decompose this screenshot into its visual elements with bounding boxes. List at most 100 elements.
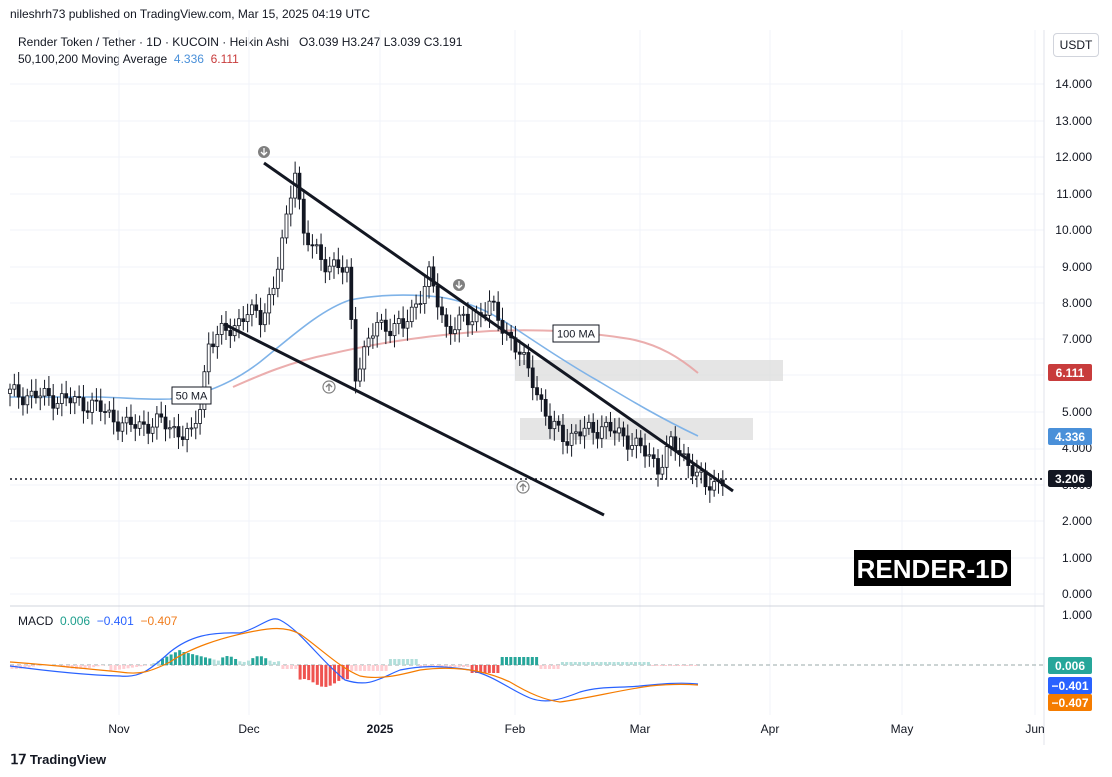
macd-bar [629, 662, 633, 665]
marker-down-2 [453, 279, 465, 291]
macd-bar [337, 665, 341, 681]
candle-body [193, 423, 198, 429]
candle-body [64, 393, 69, 399]
macd-bar [694, 665, 698, 666]
candle-body [262, 312, 267, 326]
macd-bar [143, 665, 147, 666]
macd-bar [552, 665, 556, 669]
candle-body [370, 335, 375, 339]
x-tick: May [891, 722, 914, 736]
macd-bar [449, 665, 453, 667]
candle-body [435, 285, 440, 308]
price-axis: 14.000 13.000 12.000 11.000 10.000 9.000… [1055, 77, 1092, 622]
candle-body [275, 268, 280, 289]
macd-bar [122, 665, 126, 669]
x-tick: Apr [761, 722, 780, 736]
macd-bar [530, 657, 534, 665]
candle-body [280, 237, 285, 270]
macd-bar [397, 659, 401, 665]
candle-body [154, 413, 159, 428]
candle-body [569, 432, 574, 446]
candle-body [457, 314, 462, 331]
macd-bar [457, 665, 461, 667]
candle-body [405, 321, 410, 329]
macd-histogram [10, 650, 698, 687]
macd-bar [621, 662, 625, 665]
candle-body [612, 430, 617, 434]
macd-bar [500, 657, 504, 665]
candle-body [487, 300, 492, 316]
candle-body [284, 213, 289, 239]
macd-bar [358, 665, 362, 671]
candle-body [55, 403, 60, 409]
candle-body [176, 426, 181, 438]
macd-bar [479, 665, 483, 673]
candle-body [133, 424, 138, 429]
signal-value: −0.401 [96, 614, 134, 628]
y-tick: 8.000 [1062, 296, 1092, 310]
macd-bar [492, 665, 496, 673]
candle-body [25, 395, 30, 406]
candle-body [608, 421, 613, 432]
macd-bar [328, 665, 332, 686]
candle-body [552, 420, 557, 430]
macd-bar [87, 665, 91, 668]
macd-line [9, 618, 699, 702]
macd-bar [126, 665, 130, 669]
candle-body [59, 393, 64, 404]
candle-body [98, 400, 103, 412]
marker-up-2 [516, 480, 530, 494]
macd-bar [285, 665, 289, 669]
candle-body [288, 197, 293, 215]
candle-body [625, 435, 630, 450]
candle-body [12, 384, 17, 390]
candle-body [254, 304, 259, 311]
marker-down-1 [258, 146, 270, 158]
macd-bar [208, 658, 212, 665]
candle-body [38, 395, 43, 399]
macd-bar [672, 665, 676, 666]
candle-body [496, 301, 501, 321]
candle-body [94, 399, 99, 402]
macd-bar [255, 656, 259, 665]
macd-bar [509, 657, 513, 665]
macd-bar [646, 662, 650, 665]
badge-signal: −0.401 [1048, 677, 1092, 694]
macd-bar [212, 659, 216, 665]
macd-bar [668, 665, 672, 666]
candle-body [448, 325, 453, 334]
candle-body [353, 319, 358, 382]
currency-button[interactable]: USDT [1053, 33, 1099, 57]
x-tick: 2025 [367, 722, 394, 736]
macd-bar [109, 665, 113, 671]
candle-body [396, 318, 401, 324]
macd-bar [247, 660, 250, 665]
candle-body [310, 244, 315, 247]
macd-bar [36, 665, 40, 666]
candle-body [219, 322, 224, 335]
footer-brand[interactable]: 𝟣𝟩 TradingView [10, 751, 106, 768]
macd-bar [165, 656, 169, 665]
ma50-value: 4.336 [173, 52, 204, 66]
macd-bar [578, 662, 582, 665]
candle-body [561, 424, 565, 442]
candle-body [103, 411, 107, 413]
candle-body [526, 352, 531, 369]
macd-bar [556, 665, 560, 669]
candle-body [543, 399, 548, 417]
macd-bar [268, 660, 272, 665]
macd-bar [651, 665, 655, 666]
candle-body [172, 426, 177, 429]
candle-body [466, 313, 470, 326]
ohlc-values: O3.039 H3.247 L3.039 C3.191 [299, 35, 463, 49]
macd-bar [216, 660, 220, 665]
macd-bar [414, 659, 418, 665]
candle-body [81, 397, 86, 412]
badge-ma100-text: 6.111 [1056, 366, 1085, 380]
candle-body [574, 431, 578, 434]
macd-bar [350, 665, 354, 671]
macd-bar [677, 665, 680, 666]
candle-body [21, 396, 25, 406]
macd-bar [315, 665, 319, 685]
macd-bar [543, 665, 547, 669]
